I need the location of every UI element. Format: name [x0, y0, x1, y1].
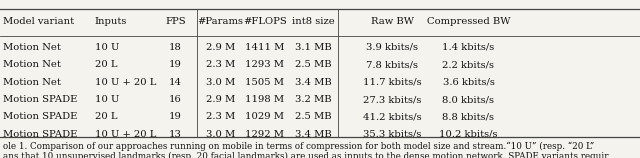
Text: 19: 19: [169, 112, 182, 121]
Text: 10 U + 20 L: 10 U + 20 L: [95, 78, 156, 87]
Text: 27.3 kbits/s: 27.3 kbits/s: [363, 95, 422, 104]
Text: Raw BW: Raw BW: [371, 17, 414, 26]
Text: 3.9 kbits/s: 3.9 kbits/s: [366, 43, 419, 52]
Text: 10 U + 20 L: 10 U + 20 L: [95, 130, 156, 139]
Text: 2.5 MB: 2.5 MB: [295, 60, 332, 69]
Text: 3.0 M: 3.0 M: [205, 78, 235, 87]
Text: FPS: FPS: [165, 17, 186, 26]
Text: Motion SPADE: Motion SPADE: [3, 130, 77, 139]
Text: 20 L: 20 L: [95, 60, 117, 69]
Text: 20 L: 20 L: [95, 112, 117, 121]
Text: 3.6 kbits/s: 3.6 kbits/s: [442, 78, 495, 87]
Text: 10.2 kbits/s: 10.2 kbits/s: [439, 130, 498, 139]
Text: 41.2 kbits/s: 41.2 kbits/s: [363, 112, 422, 121]
Text: Motion Net: Motion Net: [3, 78, 61, 87]
Text: Model variant: Model variant: [3, 17, 74, 26]
Text: 18: 18: [169, 43, 182, 52]
Text: 3.1 MB: 3.1 MB: [295, 43, 332, 52]
Text: #Params: #Params: [197, 17, 243, 26]
Text: 2.9 M: 2.9 M: [205, 95, 235, 104]
Text: 2.2 kbits/s: 2.2 kbits/s: [442, 60, 495, 69]
Text: 8.8 kbits/s: 8.8 kbits/s: [442, 112, 495, 121]
Text: 2.3 M: 2.3 M: [205, 60, 235, 69]
Text: 10 U: 10 U: [95, 43, 119, 52]
Text: 14: 14: [169, 78, 182, 87]
Text: int8 size: int8 size: [292, 17, 335, 26]
Text: 10 U: 10 U: [95, 95, 119, 104]
Text: 2.3 M: 2.3 M: [205, 112, 235, 121]
Text: 35.3 kbits/s: 35.3 kbits/s: [363, 130, 422, 139]
Text: 3.0 M: 3.0 M: [205, 130, 235, 139]
Text: 3.2 MB: 3.2 MB: [295, 95, 332, 104]
Text: Motion SPADE: Motion SPADE: [3, 112, 77, 121]
Text: 11.7 kbits/s: 11.7 kbits/s: [363, 78, 422, 87]
Text: 1505 M: 1505 M: [246, 78, 284, 87]
Text: 1.4 kbits/s: 1.4 kbits/s: [442, 43, 495, 52]
Text: Motion Net: Motion Net: [3, 60, 61, 69]
Text: 8.0 kbits/s: 8.0 kbits/s: [442, 95, 495, 104]
Text: 1292 M: 1292 M: [246, 130, 284, 139]
Text: 7.8 kbits/s: 7.8 kbits/s: [366, 60, 419, 69]
Text: ans that 10 unsupervised landmarks (resp. 20 facial landmarks) are used as input: ans that 10 unsupervised landmarks (resp…: [3, 152, 609, 158]
Text: 2.5 MB: 2.5 MB: [295, 112, 332, 121]
Text: Motion Net: Motion Net: [3, 43, 61, 52]
Text: #FLOPS: #FLOPS: [243, 17, 287, 26]
Text: Motion SPADE: Motion SPADE: [3, 95, 77, 104]
Text: Compressed BW: Compressed BW: [427, 17, 510, 26]
Text: 1198 M: 1198 M: [245, 95, 285, 104]
Text: 1293 M: 1293 M: [246, 60, 284, 69]
Text: 1029 M: 1029 M: [246, 112, 284, 121]
Text: Inputs: Inputs: [95, 17, 127, 26]
Text: 13: 13: [169, 130, 182, 139]
Text: 3.4 MB: 3.4 MB: [295, 130, 332, 139]
Text: 19: 19: [169, 60, 182, 69]
Text: 16: 16: [169, 95, 182, 104]
Text: 3.4 MB: 3.4 MB: [295, 78, 332, 87]
Text: ole 1. Comparison of our approaches running on mobile in terms of compression fo: ole 1. Comparison of our approaches runn…: [3, 142, 595, 151]
Text: 1411 M: 1411 M: [245, 43, 285, 52]
Text: 2.9 M: 2.9 M: [205, 43, 235, 52]
